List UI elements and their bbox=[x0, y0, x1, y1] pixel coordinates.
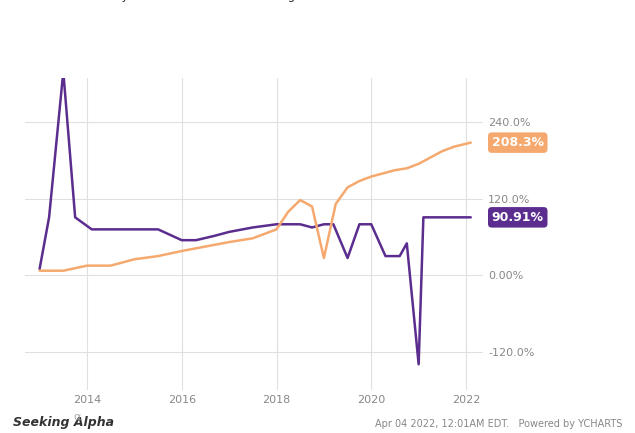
Text: Apr 04 2022, 12:01AM EDT.   Powered by YCHARTS: Apr 04 2022, 12:01AM EDT. Powered by YCH… bbox=[375, 419, 622, 429]
Text: 90.91%: 90.91% bbox=[491, 211, 544, 224]
Text: 208.3%: 208.3% bbox=[491, 136, 544, 149]
Text: Seeking Alpha: Seeking Alpha bbox=[13, 416, 114, 429]
Legend: Ready Capital Corp Dividend % Change, Arbor Realty Trust Inc Dividend % Change: Ready Capital Corp Dividend % Change, Ar… bbox=[27, 0, 307, 7]
Text: α: α bbox=[73, 412, 81, 422]
